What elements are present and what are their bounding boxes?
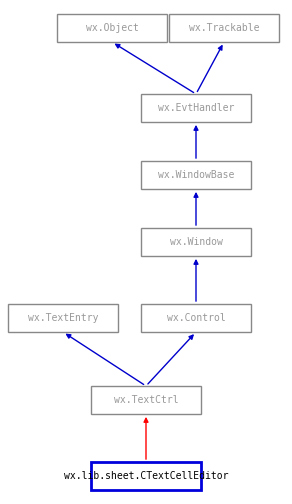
Text: wx.TextEntry: wx.TextEntry: [28, 313, 98, 323]
FancyBboxPatch shape: [8, 304, 118, 332]
FancyBboxPatch shape: [141, 304, 251, 332]
Text: wx.WindowBase: wx.WindowBase: [158, 170, 234, 180]
Text: wx.Trackable: wx.Trackable: [189, 23, 259, 33]
Text: wx.Control: wx.Control: [167, 313, 225, 323]
Text: wx.Window: wx.Window: [170, 237, 223, 247]
FancyBboxPatch shape: [57, 14, 167, 42]
Text: wx.Object: wx.Object: [86, 23, 138, 33]
FancyBboxPatch shape: [91, 386, 201, 414]
Text: wx.TextCtrl: wx.TextCtrl: [114, 395, 178, 405]
FancyBboxPatch shape: [141, 228, 251, 256]
FancyBboxPatch shape: [169, 14, 279, 42]
Text: wx.lib.sheet.CTextCellEditor: wx.lib.sheet.CTextCellEditor: [64, 471, 228, 481]
Text: wx.EvtHandler: wx.EvtHandler: [158, 103, 234, 113]
FancyBboxPatch shape: [141, 94, 251, 122]
FancyBboxPatch shape: [141, 161, 251, 189]
FancyBboxPatch shape: [91, 462, 201, 490]
